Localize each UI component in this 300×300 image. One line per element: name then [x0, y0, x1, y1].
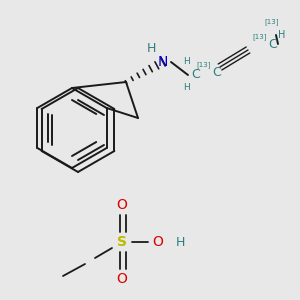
- Text: C: C: [268, 38, 278, 50]
- Text: [13]: [13]: [197, 61, 211, 68]
- Text: N: N: [158, 55, 168, 69]
- Text: H: H: [175, 236, 185, 248]
- Text: C: C: [192, 68, 200, 82]
- Text: O: O: [117, 198, 128, 212]
- Text: O: O: [117, 272, 128, 286]
- Text: [13]: [13]: [265, 19, 279, 26]
- Text: H: H: [183, 56, 189, 65]
- Text: C: C: [213, 65, 221, 79]
- Text: O: O: [153, 235, 164, 249]
- Text: [13]: [13]: [253, 34, 267, 40]
- Text: H: H: [146, 41, 156, 55]
- Text: H: H: [278, 30, 286, 40]
- Text: H: H: [183, 83, 189, 92]
- Text: S: S: [117, 235, 127, 249]
